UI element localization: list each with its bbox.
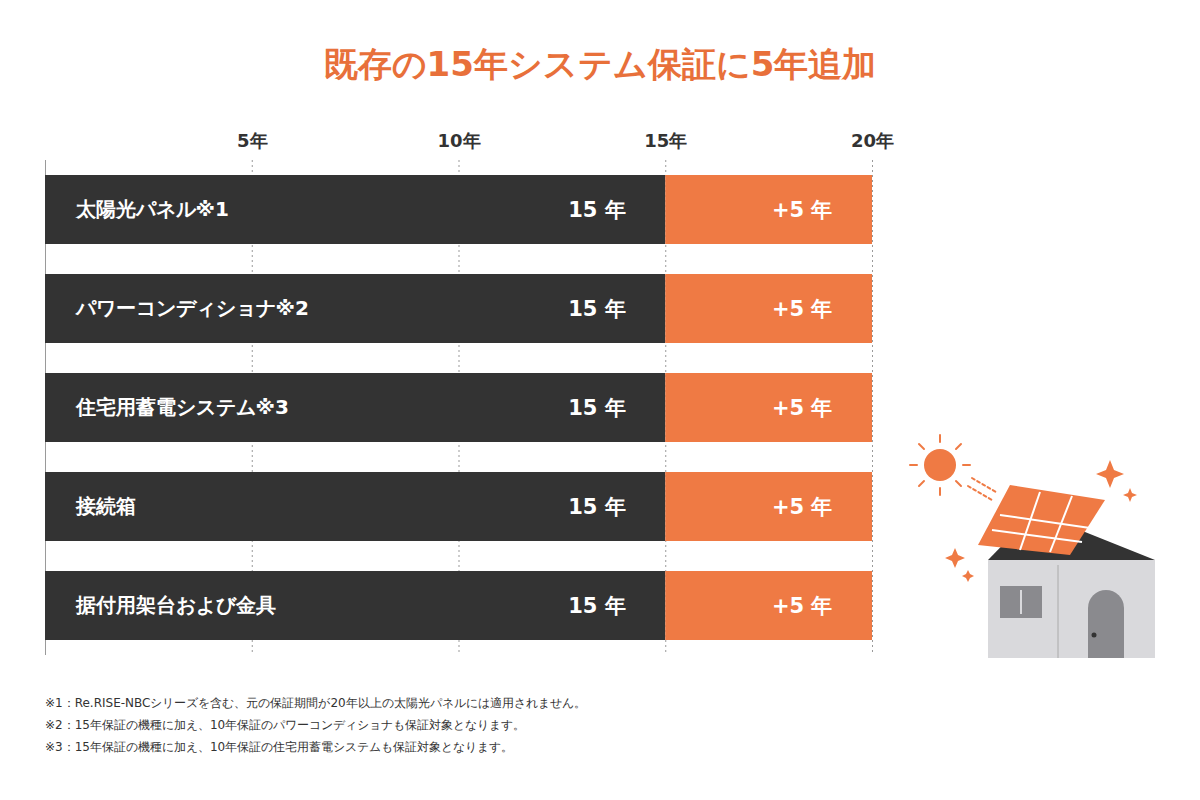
svg-text:5年: 5年 (237, 130, 268, 151)
svg-text:20年: 20年 (851, 130, 894, 151)
html-text:※2：15年保証の機種に加え、10年保証のパワーコンディショ: ※2：15年保証の機種に加え、10年保証のパワーコンディショナも保証対象となりま… (45, 718, 526, 732)
svg-text:接続箱: 接続箱 (75, 494, 136, 518)
svg-text:+5 年: +5 年 (772, 396, 833, 420)
html-text:※3：15年保証の機種に加え、10年保証の住宅用蓄電システム: ※3：15年保証の機種に加え、10年保証の住宅用蓄電システムも保証対象となります… (45, 740, 514, 754)
svg-text:パワーコンディショナ※2: パワーコンディショナ※2 (75, 296, 309, 320)
html-text:※1：Re.RISE-NBCシリーズを含む、元の保証期間が2: ※1：Re.RISE-NBCシリーズを含む、元の保証期間が20年以上の太陽光パネ… (45, 696, 586, 710)
svg-text:据付用架台および金具: 据付用架台および金具 (75, 593, 276, 617)
svg-text:15 年: 15 年 (568, 396, 626, 420)
svg-text:+5 年: +5 年 (772, 297, 833, 321)
svg-text:15 年: 15 年 (568, 594, 626, 618)
html-text:既存の15年システム保証に5年追加: 既存の15年システム保証に5年追加 (323, 44, 877, 84)
svg-text:15年: 15年 (644, 130, 687, 151)
svg-text:太陽光パネル※1: 太陽光パネル※1 (75, 197, 229, 221)
svg-text:10年: 10年 (437, 130, 480, 151)
svg-text:15 年: 15 年 (568, 198, 626, 222)
svg-text:15 年: 15 年 (568, 297, 626, 321)
svg-text:+5 年: +5 年 (772, 495, 833, 519)
svg-text:+5 年: +5 年 (772, 594, 833, 618)
svg-text:住宅用蓄電システム※3: 住宅用蓄電システム※3 (75, 395, 289, 419)
svg-text:+5 年: +5 年 (772, 198, 833, 222)
svg-text:15 年: 15 年 (568, 495, 626, 519)
